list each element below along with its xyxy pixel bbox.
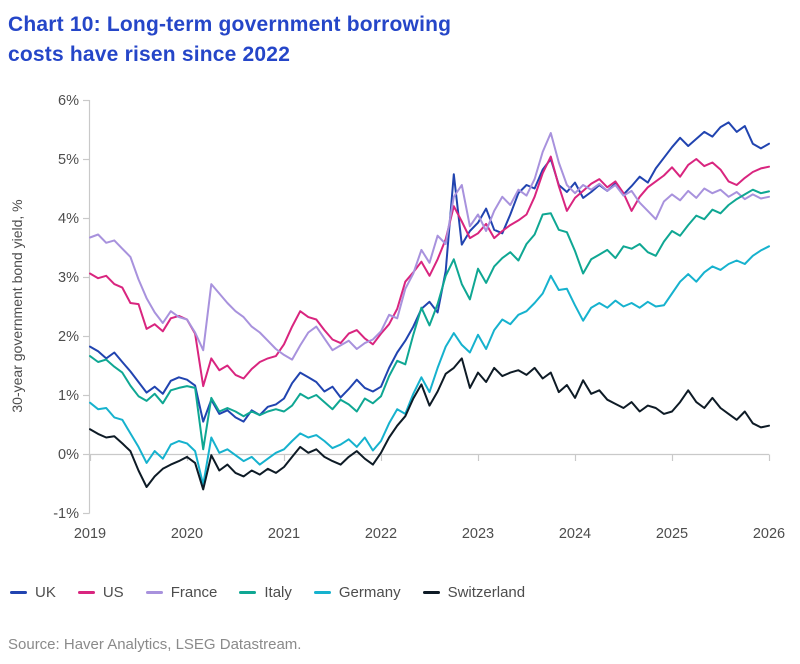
y-tick-label: 0% [58, 447, 79, 463]
legend-item-switzerland: Switzerland [422, 584, 526, 601]
legend-label: UK [35, 584, 56, 601]
legend-swatch-germany [313, 591, 331, 594]
y-tick-label: 3% [58, 270, 79, 286]
chart-title-line2: costs have risen since 2022 [8, 43, 291, 66]
source-text: Source: Haver Analytics, LSEG Datastream… [8, 636, 302, 653]
y-tick-label: 2% [58, 329, 79, 345]
series-line-germany [89, 245, 770, 486]
x-tick-label: 2022 [365, 526, 397, 542]
chart-legend: UK US France Italy Germany Switzerland [10, 584, 525, 601]
legend-swatch-us [77, 591, 95, 594]
legend-swatch-uk [10, 591, 27, 594]
legend-item-germany: Germany [313, 584, 401, 601]
series-line-us [89, 155, 770, 388]
x-tick-label: 2025 [656, 526, 688, 542]
legend-label: Germany [338, 584, 401, 601]
legend-label: Switzerland [447, 584, 526, 601]
series-line-france [89, 132, 770, 361]
legend-item-uk: UK [10, 584, 56, 601]
y-tick-label: 1% [58, 388, 79, 404]
legend-swatch-switzerland [422, 591, 440, 594]
x-tick-label: 2021 [268, 526, 300, 542]
x-tick-label: 2026 [753, 526, 785, 542]
y-tick-label: -1% [53, 506, 79, 522]
legend-label: Italy [264, 584, 292, 601]
x-tick-label: 2020 [171, 526, 203, 542]
x-tick-label: 2023 [462, 526, 494, 542]
y-tick-label: 4% [58, 211, 79, 227]
legend-swatch-italy [239, 591, 257, 594]
legend-label: France [170, 584, 218, 601]
legend-swatch-france [145, 591, 163, 594]
chart-title-line1: Chart 10: Long-term government borrowing [8, 13, 452, 36]
legend-item-us: US [77, 584, 124, 601]
x-tick-label: 2024 [559, 526, 591, 542]
series-line-italy [89, 188, 770, 451]
y-tick-label: 6% [58, 93, 79, 109]
y-axis-title: 30-year government bond yield, % [9, 199, 25, 412]
chart-svg: 6% 5% 4% 3% 2% 1% 0% -1% 2019 2020 2021 2022 2023 202… [9, 93, 785, 542]
legend-label: US [102, 584, 124, 601]
legend-item-france: France [145, 584, 218, 601]
chart-title: Chart 10: Long-term government borrowing… [8, 10, 648, 70]
x-tick-label: 2019 [74, 526, 106, 542]
legend-item-italy: Italy [239, 584, 292, 601]
series-line-switzerland [89, 357, 770, 491]
series-line-uk [89, 121, 770, 423]
y-tick-label: 5% [58, 152, 79, 168]
